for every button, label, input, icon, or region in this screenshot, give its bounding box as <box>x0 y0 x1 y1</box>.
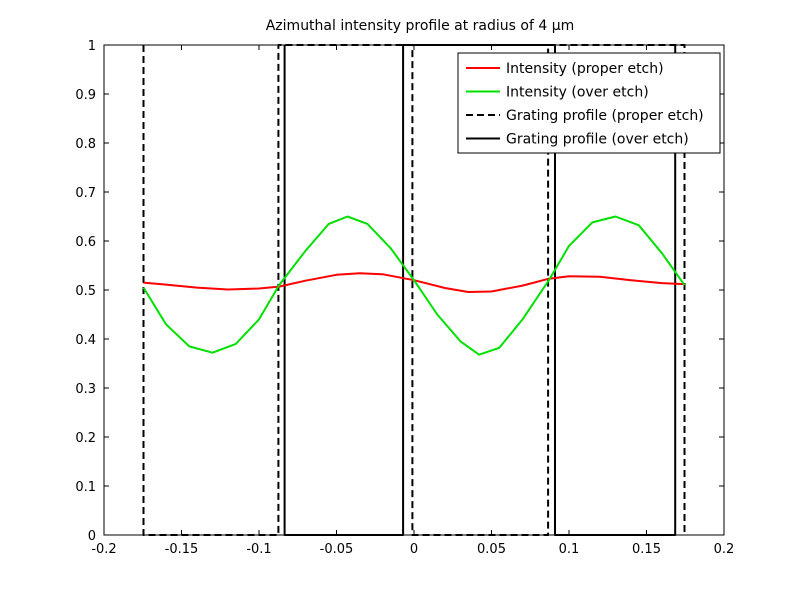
x-tick-label: 0.2 <box>714 542 735 557</box>
y-tick-label: 0.6 <box>75 235 96 250</box>
x-tick-label: 0 <box>410 542 418 557</box>
y-tick-label: 0.9 <box>75 88 96 103</box>
y-tick-label: 0.2 <box>75 431 96 446</box>
series-line-1 <box>142 215 686 356</box>
y-axis: 0 0.1 0.2 0.3 0.4 0.5 0.6 0.7 0.8 0.9 1 <box>75 39 724 544</box>
x-axis: -0.2 -0.15 -0.1 -0.05 0 0.05 0.1 0.15 0.2 <box>91 45 734 557</box>
legend-box <box>457 52 721 154</box>
x-tick-label: -0.15 <box>165 542 199 557</box>
x-tick-label: 0.15 <box>632 542 661 557</box>
y-tick-label: 1 <box>88 39 96 54</box>
y-tick-label: 0.4 <box>75 333 96 348</box>
chart-title: Azimuthal intensity profile at radius of… <box>266 18 575 34</box>
legend-label-0: Intensity (proper etch) <box>506 61 664 77</box>
y-tick-label: 0.8 <box>75 137 96 152</box>
y-tick-label: 0.5 <box>75 284 96 299</box>
x-tick-label: -0.1 <box>246 542 271 557</box>
y-tick-label: 0.1 <box>75 480 96 495</box>
x-tick-label: 0.05 <box>477 542 506 557</box>
x-tick-label: -0.2 <box>91 542 116 557</box>
legend-label-3: Grating profile (over etch) <box>506 132 689 148</box>
legend-label-2: Grating profile (proper etch) <box>506 108 704 124</box>
legend: Intensity (proper etch) Intensity (over e… <box>457 52 721 154</box>
y-tick-label: 0.3 <box>75 382 96 397</box>
legend-label-1: Intensity (over etch) <box>506 85 649 101</box>
x-tick-label: 0.1 <box>559 542 580 557</box>
x-tick-label: -0.05 <box>320 542 354 557</box>
y-tick-label: 0.7 <box>75 186 96 201</box>
y-tick-label: 0 <box>88 529 96 544</box>
